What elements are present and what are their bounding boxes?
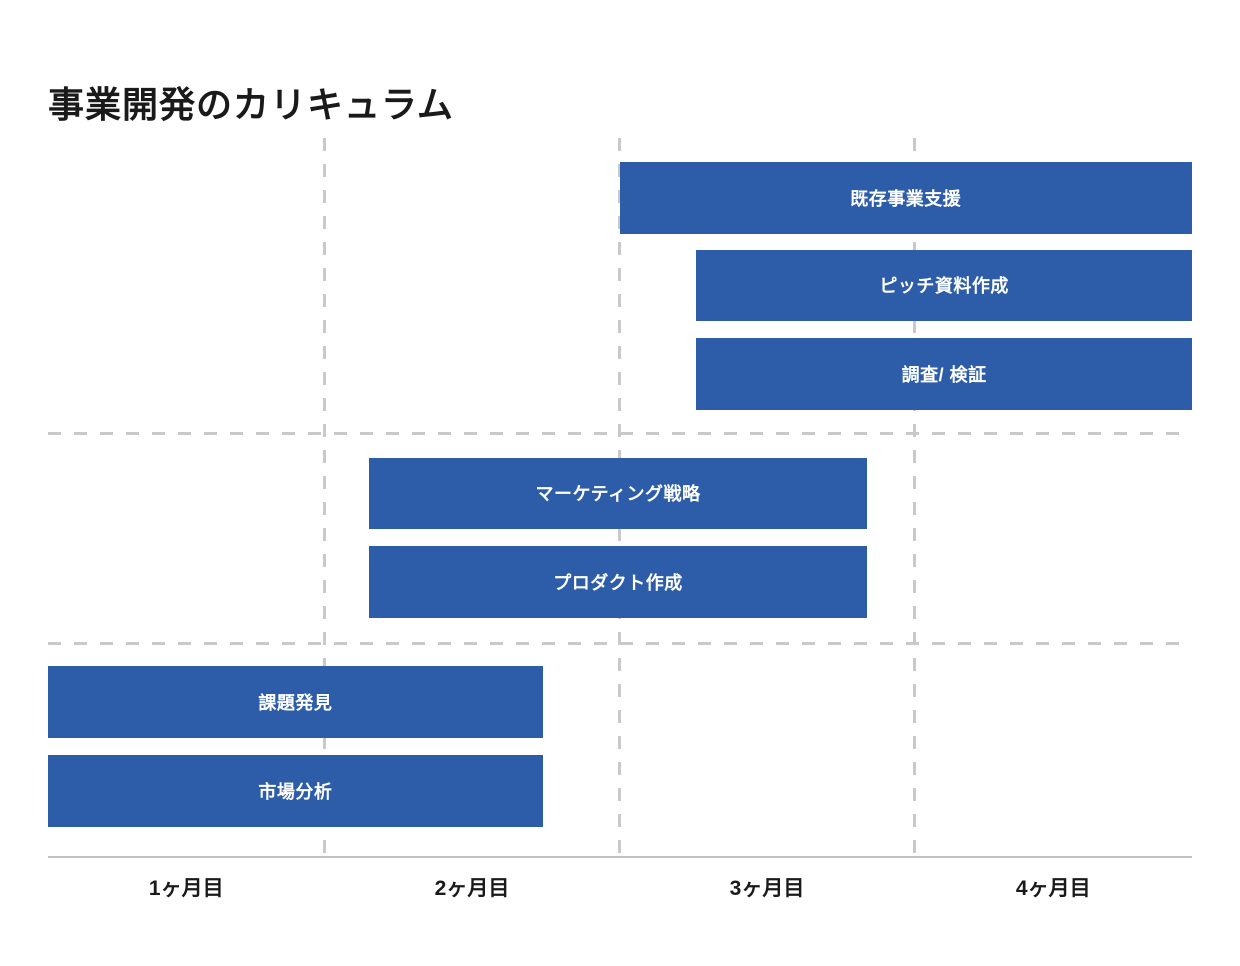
gantt-bar-label: 既存事業支援 xyxy=(850,188,962,209)
section-divider-line xyxy=(48,641,1192,645)
gantt-bar-row-3: マーケティング戦略 xyxy=(368,457,868,529)
vertical-gridline xyxy=(913,138,916,857)
gantt-bar-row-4: プロダクト作成 xyxy=(368,546,868,618)
x-axis-tick-label: 4ヶ月目 xyxy=(1015,877,1091,900)
gantt-bar-label: マーケティング戦略 xyxy=(535,484,701,505)
x-axis-tick-label: 3ヶ月目 xyxy=(729,877,805,900)
gantt-bar-row-2: 調査/ 検証 xyxy=(696,338,1192,410)
gantt-bar-label: 市場分析 xyxy=(258,781,333,802)
x-axis-tick-label: 2ヶ月目 xyxy=(434,877,510,900)
gantt-bar-label: 調査/ 検証 xyxy=(901,364,987,385)
gantt-bar-label: ピッチ資料作成 xyxy=(879,276,1009,297)
x-axis-tick-label: 1ヶ月目 xyxy=(148,877,224,900)
gantt-bar-row-5: 課題発見 xyxy=(48,666,543,738)
chart-title: 事業開発のカリキュラム xyxy=(48,84,454,126)
gantt-bar-label: 課題発見 xyxy=(258,692,333,713)
gantt-bar-row-0: 既存事業支援 xyxy=(619,162,1192,234)
gantt-bar-row-1: ピッチ資料作成 xyxy=(696,249,1192,321)
section-divider-line xyxy=(48,431,1192,435)
x-axis-line xyxy=(48,856,1192,858)
gantt-bar-row-6: 市場分析 xyxy=(48,755,543,827)
gantt-bar-label: プロダクト作成 xyxy=(553,572,683,593)
vertical-gridline xyxy=(323,138,326,857)
